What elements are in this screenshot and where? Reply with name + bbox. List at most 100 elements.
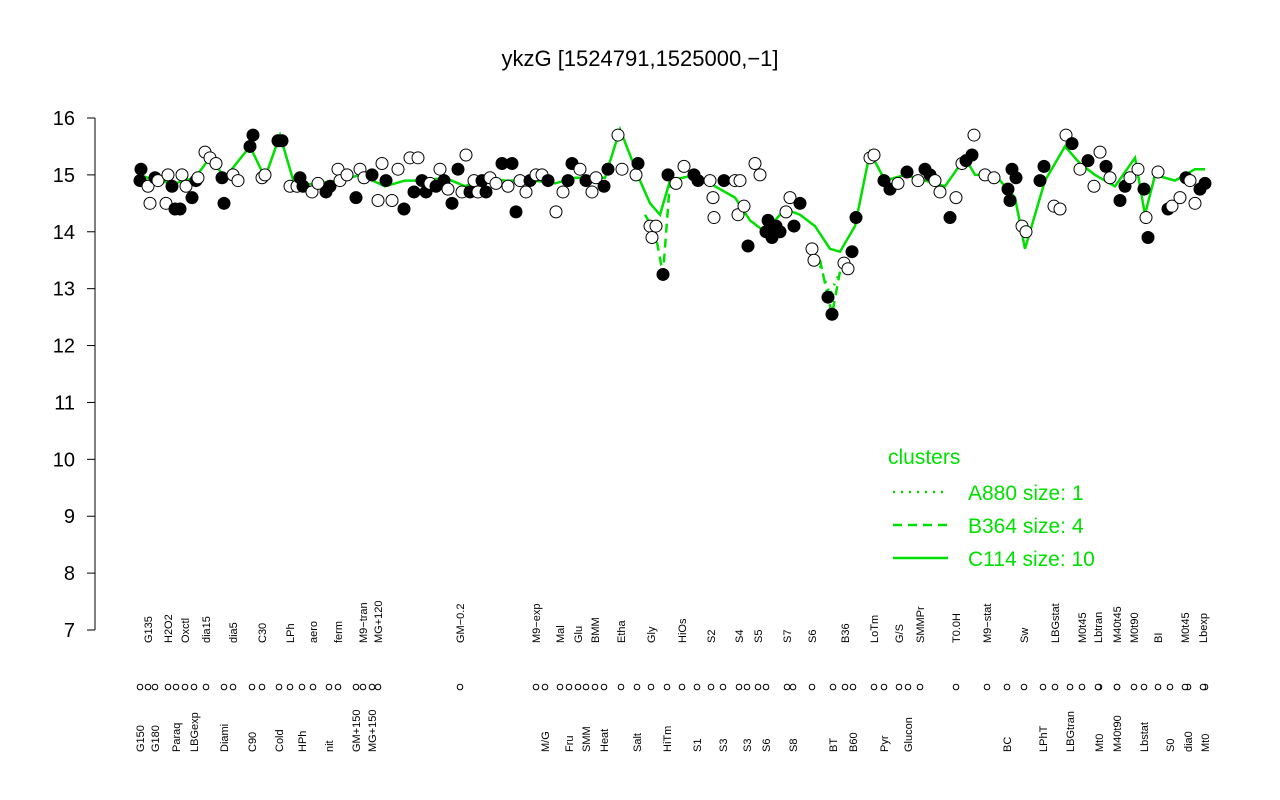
data-point: [656, 267, 670, 281]
data-point: [615, 162, 629, 176]
x-tick-label: T0.0H: [951, 613, 963, 643]
data-point: [209, 157, 223, 171]
x-tick-mark: [556, 683, 564, 691]
x-tick-mark: [1113, 683, 1121, 691]
data-point: [1139, 211, 1153, 225]
x-tick-label: Mt0: [1200, 734, 1212, 752]
x-tick-label: M0t45: [1180, 612, 1192, 643]
x-tick-mark: [541, 683, 549, 691]
data-point: [1081, 154, 1095, 168]
data-point: [445, 196, 459, 210]
data-point: [611, 128, 625, 142]
x-tick-label: G150: [135, 725, 147, 752]
x-tick-label: Cold: [274, 729, 286, 752]
x-tick-label: LBGexp: [189, 712, 201, 752]
x-tick-label: S4: [734, 630, 746, 643]
data-point: [1137, 182, 1151, 196]
y-tick-label: 14: [53, 222, 75, 244]
x-tick-label: C30: [257, 623, 269, 643]
x-tick-label: HiTm: [662, 726, 674, 752]
data-point: [677, 159, 691, 173]
x-tick-mark: [1003, 683, 1011, 691]
x-tick-mark: [164, 683, 172, 691]
x-tick-mark: [1154, 683, 1162, 691]
legend-label: A880 size: 1: [968, 482, 1084, 505]
x-tick-label: S6: [761, 739, 773, 752]
data-point: [845, 245, 859, 259]
data-point: [1053, 202, 1067, 216]
x-tick-label: HPh: [297, 731, 309, 752]
x-tick-label: LoTm: [869, 615, 881, 643]
x-tick-mark: [743, 683, 751, 691]
data-point: [489, 176, 503, 190]
x-tick-mark: [1181, 683, 1189, 691]
x-tick-label: S6: [807, 630, 819, 643]
data-point: [1173, 191, 1187, 205]
x-tick-mark: [229, 683, 237, 691]
data-point: [821, 290, 835, 304]
x-tick-label: Lbstat: [1139, 722, 1151, 752]
x-tick-mark: [582, 683, 590, 691]
x-tick-label: Glucon: [903, 717, 915, 752]
x-tick-label: LPhT: [1038, 725, 1050, 752]
data-point: [451, 162, 465, 176]
y-tick-label: 15: [53, 165, 75, 187]
data-point: [807, 253, 821, 267]
x-tick-label: Paraq: [171, 723, 183, 752]
data-point: [741, 239, 755, 253]
x-tick-label: dia5: [228, 622, 240, 643]
x-tick-label: M9−tran: [358, 602, 370, 643]
x-tick-label: Lbtran: [1093, 612, 1105, 643]
data-point: [1165, 199, 1179, 213]
x-tick-label: Mt0: [1094, 734, 1106, 752]
x-tick-mark: [352, 683, 360, 691]
x-tick-mark: [1039, 683, 1047, 691]
x-tick-mark: [591, 683, 599, 691]
x-tick-mark: [151, 683, 159, 691]
x-tick-mark: [841, 683, 849, 691]
data-point: [597, 179, 611, 193]
data-point: [1151, 165, 1165, 179]
data-point: [411, 151, 425, 165]
data-point: [1001, 182, 1015, 196]
data-point: [549, 205, 563, 219]
x-tick-mark: [647, 683, 655, 691]
data-point: [379, 174, 393, 188]
x-tick-label: G/S: [894, 624, 906, 643]
x-tick-label: GM+150: [351, 710, 363, 753]
x-tick-mark: [190, 683, 198, 691]
data-point: [519, 185, 533, 199]
x-tick-mark: [574, 683, 582, 691]
data-point: [891, 176, 905, 190]
x-tick-label: Heat: [599, 729, 611, 752]
y-tick-label: 12: [53, 336, 75, 358]
x-tick-mark: [368, 683, 376, 691]
x-tick-label: Pyr: [879, 735, 891, 752]
x-tick-label: MG+120: [373, 601, 385, 644]
x-tick-mark: [633, 683, 641, 691]
x-tick-label: H2O2: [163, 614, 175, 643]
data-point: [215, 171, 229, 185]
x-tick-label: ferm: [333, 621, 345, 643]
x-tick-mark: [663, 683, 671, 691]
x-tick-mark: [456, 683, 464, 691]
data-point: [943, 211, 957, 225]
data-point: [737, 199, 751, 213]
x-tick-mark: [275, 683, 283, 691]
data-point: [1141, 230, 1155, 244]
data-point: [1198, 176, 1212, 190]
data-point: [733, 174, 747, 188]
y-tick-label: 9: [64, 506, 75, 528]
data-point: [165, 179, 179, 193]
data-point: [707, 211, 721, 225]
x-tick-label: Glu: [573, 626, 585, 643]
data-point: [589, 171, 603, 185]
x-tick-label: dia0: [1183, 731, 1195, 752]
x-tick-mark: [983, 683, 991, 691]
data-point: [323, 179, 337, 193]
data-point: [911, 174, 925, 188]
x-tick-label: MG+150: [367, 710, 379, 753]
data-point: [1183, 174, 1197, 188]
x-tick-mark: [719, 683, 727, 691]
